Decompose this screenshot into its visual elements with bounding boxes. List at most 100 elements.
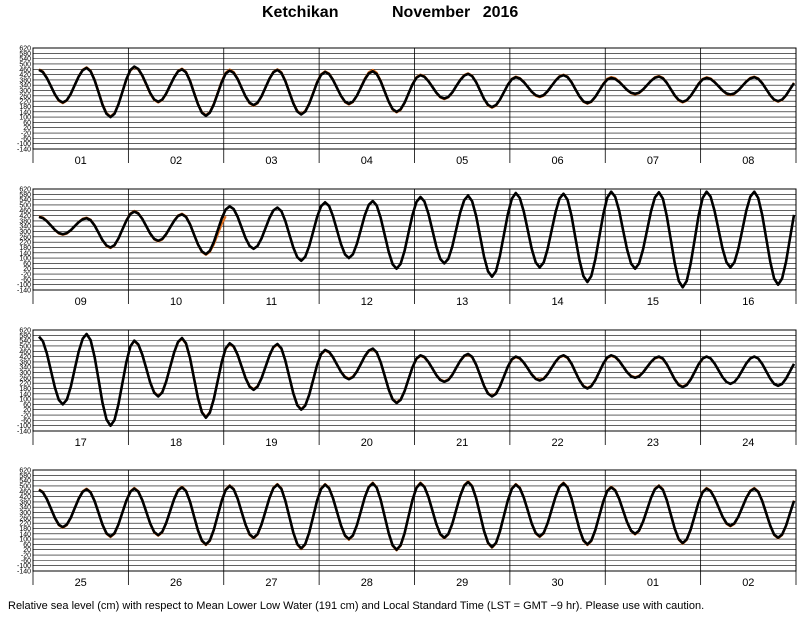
x-tick-label: 13 [456, 296, 468, 308]
x-tick-label: 10 [170, 296, 182, 308]
series-observed [38, 190, 796, 289]
y-tick-label: 20 [23, 266, 31, 273]
x-tick-label: 24 [742, 437, 754, 449]
y-tick-label: -100 [17, 423, 31, 430]
page-title: Ketchikan November 2016 [0, 4, 800, 28]
x-tick-label: 18 [170, 437, 182, 449]
y-tick-label: 100 [19, 115, 31, 122]
y-tick-label: 60 [23, 542, 31, 549]
x-tick-label: 27 [265, 577, 277, 589]
y-tick-label: 180 [19, 526, 31, 533]
y-tick-label: 380 [19, 359, 31, 366]
tide-panel-2: 6205805405004604203803403002602201801401… [17, 187, 797, 308]
y-tick-label: 60 [23, 402, 31, 409]
y-tick-label: 300 [19, 88, 31, 95]
y-tick-label: -140 [17, 569, 31, 576]
y-tick-label: 540 [19, 338, 31, 345]
series-observed [38, 480, 796, 552]
y-tick-label: 20 [23, 547, 31, 554]
y-tick-label: 140 [19, 250, 31, 257]
y-tick-label: 260 [19, 234, 31, 241]
x-tick-label: 01 [75, 155, 87, 167]
y-tick-label: 580 [19, 473, 31, 480]
y-tick-label: 20 [23, 125, 31, 132]
y-tick-label: 420 [19, 72, 31, 79]
x-tick-label: 02 [742, 577, 754, 589]
y-tick-label: 460 [19, 489, 31, 496]
y-tick-label: 460 [19, 208, 31, 215]
y-tick-label: 260 [19, 93, 31, 100]
y-tick-label: 220 [19, 521, 31, 528]
x-tick-label: 15 [647, 296, 659, 308]
x-tick-label: 19 [265, 437, 277, 449]
x-tick-label: 23 [647, 437, 659, 449]
chart-title-period: November 2016 [392, 4, 519, 21]
y-tick-label: 580 [19, 333, 31, 340]
y-tick-label: -100 [17, 282, 31, 289]
x-tick-label: 14 [551, 296, 563, 308]
y-tick-label: -140 [17, 429, 31, 436]
y-tick-label: 620 [19, 46, 31, 53]
y-tick-label: 180 [19, 245, 31, 252]
y-tick-label: 420 [19, 354, 31, 361]
y-tick-label: 220 [19, 240, 31, 247]
y-tick-label: -60 [21, 277, 31, 284]
y-tick-label: 420 [19, 494, 31, 501]
y-tick-label: 340 [19, 365, 31, 372]
y-tick-label: 100 [19, 537, 31, 544]
y-tick-label: 620 [19, 468, 31, 475]
y-tick-label: -20 [21, 413, 31, 420]
x-tick-label: 01 [647, 577, 659, 589]
x-tick-label: 29 [456, 577, 468, 589]
x-tick-label: 08 [742, 155, 754, 167]
y-tick-label: 140 [19, 391, 31, 398]
y-tick-label: 340 [19, 83, 31, 90]
x-tick-label: 12 [361, 296, 373, 308]
y-tick-label: 340 [19, 505, 31, 512]
x-tick-label: 02 [170, 155, 182, 167]
y-tick-label: 620 [19, 187, 31, 194]
y-tick-label: 60 [23, 261, 31, 268]
footer-note: Relative sea level (cm) with respect to … [8, 600, 705, 612]
x-tick-label: 09 [75, 296, 87, 308]
x-tick-label: 25 [75, 577, 87, 589]
y-tick-label: -140 [17, 147, 31, 154]
x-tick-label: 21 [456, 437, 468, 449]
y-tick-label: 20 [23, 407, 31, 414]
y-tick-label: -100 [17, 563, 31, 570]
y-tick-label: 180 [19, 386, 31, 393]
y-tick-label: 500 [19, 202, 31, 209]
y-tick-label: 140 [19, 109, 31, 116]
x-tick-label: 22 [551, 437, 563, 449]
y-tick-label: 300 [19, 370, 31, 377]
y-tick-label: 60 [23, 120, 31, 127]
tide-panel-4: 6205805405004604203803403002602201801401… [17, 468, 797, 589]
x-tick-label: 11 [266, 296, 277, 308]
y-tick-label: -140 [17, 288, 31, 295]
x-tick-label: 16 [742, 296, 754, 308]
tide-panel-3: 6205805405004604203803403002602201801401… [17, 328, 797, 449]
y-tick-label: 460 [19, 349, 31, 356]
x-tick-label: 07 [647, 155, 659, 167]
x-tick-label: 04 [361, 155, 373, 167]
y-tick-label: 380 [19, 499, 31, 506]
y-tick-label: 420 [19, 213, 31, 220]
tide-panel-1: 6205805405004604203803403002602201801401… [17, 46, 797, 167]
x-tick-label: 06 [551, 155, 563, 167]
y-tick-label: 300 [19, 229, 31, 236]
y-tick-label: 580 [19, 192, 31, 199]
series-observed [38, 332, 796, 428]
y-tick-label: 140 [19, 531, 31, 538]
x-tick-label: 17 [75, 437, 87, 449]
y-tick-label: 460 [19, 67, 31, 74]
y-tick-label: 100 [19, 397, 31, 404]
y-tick-label: -60 [21, 558, 31, 565]
x-tick-label: 30 [551, 577, 563, 589]
y-tick-label: -100 [17, 141, 31, 148]
y-tick-label: 180 [19, 104, 31, 111]
x-tick-label: 03 [265, 155, 277, 167]
x-tick-label: 26 [170, 577, 182, 589]
x-tick-label: 28 [361, 577, 373, 589]
y-tick-label: -20 [21, 272, 31, 279]
